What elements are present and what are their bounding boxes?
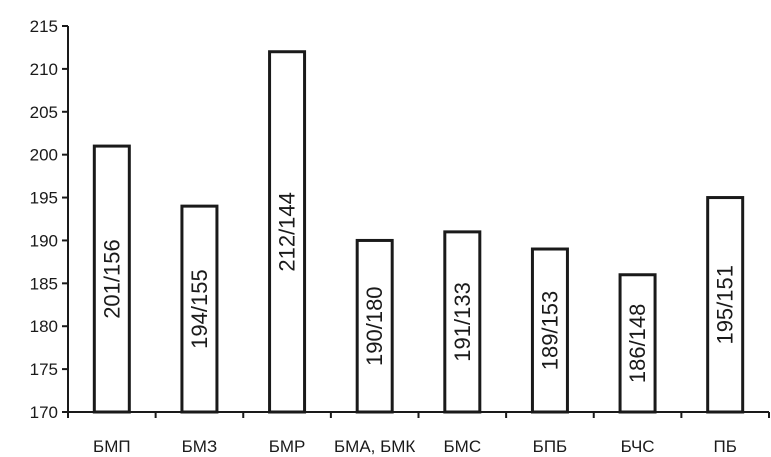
x-tick-label: БПБ [533, 437, 568, 456]
bars: 201/156 194/155 212/144 190/180 191/133 189/1… [92, 50, 745, 414]
bar [443, 230, 482, 414]
y-tick-label: 210 [30, 60, 58, 79]
y-tick-label: 175 [30, 360, 58, 379]
y-tick-label: 180 [30, 317, 58, 336]
bar-data-label: 212/144 [275, 192, 300, 272]
y-tick-label: 190 [30, 231, 58, 250]
y-tick-label: 185 [30, 274, 58, 293]
bar [530, 247, 569, 414]
x-tick-label: БЧС [621, 437, 655, 456]
y-tick-label: 215 [30, 17, 58, 36]
x-tick-label: БМП [93, 437, 131, 456]
y-tick-label: 205 [30, 103, 58, 122]
bar [618, 273, 657, 414]
x-tick-label: БМА, БМК [334, 437, 415, 456]
bar [92, 144, 131, 414]
bar [268, 50, 307, 414]
y-tick-label: 200 [30, 146, 58, 165]
x-tick-label: БМР [269, 437, 306, 456]
bar-data-label: 189/153 [537, 291, 562, 371]
bar-data-label: 191/133 [450, 282, 475, 362]
x-tick-label: ПБ [714, 437, 737, 456]
bar-data-label: 195/151 [713, 265, 738, 345]
x-axis: БМП БМЗ БМР БМА, БМК БМС БПБ БЧС ПБ [67, 411, 770, 456]
y-tick-label: 170 [30, 403, 58, 422]
bar-data-label: 201/156 [99, 239, 124, 319]
bar-data-label: 186/148 [625, 304, 650, 384]
bar-data-label: 194/155 [187, 269, 212, 349]
y-tick-label: 195 [30, 189, 58, 208]
bar [180, 204, 219, 414]
bar [355, 238, 394, 414]
x-tick-label: БМС [444, 437, 482, 456]
x-tick-label: БМЗ [182, 437, 218, 456]
y-axis: 170 175 180 185 190 195 200 205 210 215 [30, 17, 69, 422]
bar [706, 196, 745, 414]
bar-data-label: 190/180 [362, 286, 387, 366]
